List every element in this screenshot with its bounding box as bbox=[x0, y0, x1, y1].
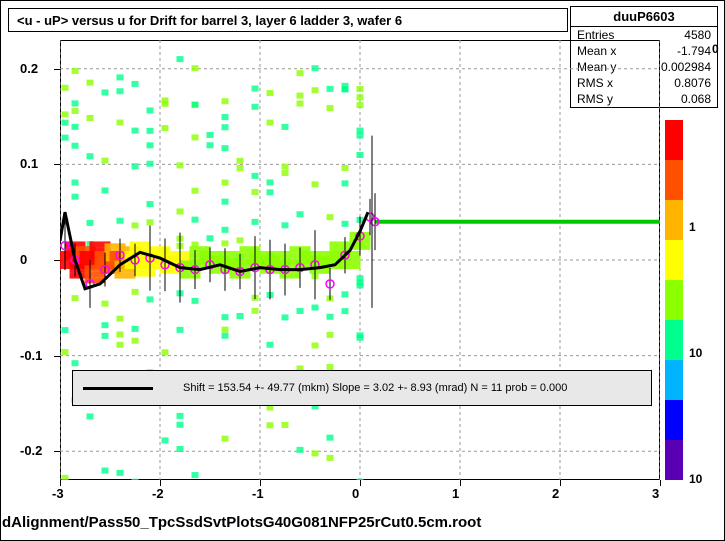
colorbar-segment bbox=[665, 160, 683, 200]
stats-entries-value: 4580 bbox=[684, 28, 711, 42]
colorbar-segment bbox=[665, 320, 683, 360]
xtick-label: -2 bbox=[152, 486, 164, 501]
fit-annotation-text: Shift = 153.54 +- 49.77 (mkm) Slope = 3.… bbox=[183, 382, 567, 394]
xtick-label: 2 bbox=[552, 486, 559, 501]
ytick-label: -0.1 bbox=[20, 348, 42, 363]
footer-filename: dAlignment/Pass50_TpcSsdSvtPlotsG40G081N… bbox=[2, 514, 481, 531]
ytick-label: -0.2 bbox=[20, 443, 42, 458]
colorbar-segment bbox=[665, 280, 683, 320]
colorbar-segment bbox=[665, 360, 683, 400]
stats-meany-value: 0.002984 bbox=[661, 60, 711, 74]
chart-title: <u - uP> versus u for Drift for barrel 3… bbox=[17, 13, 402, 28]
stats-meanx-value: -1.794 bbox=[677, 44, 711, 58]
colorbar-label: 10 bbox=[689, 346, 702, 360]
xtick-label: -3 bbox=[52, 486, 64, 501]
ytick-label: 0.1 bbox=[20, 156, 38, 171]
fit-legend-line-icon bbox=[83, 387, 153, 390]
colorbar-exponent: 0 bbox=[712, 42, 719, 56]
fit-annotation-box: Shift = 153.54 +- 49.77 (mkm) Slope = 3.… bbox=[72, 370, 652, 406]
ytick-label: 0 bbox=[20, 252, 27, 267]
colorbar-segment bbox=[665, 240, 683, 280]
colorbar-segment bbox=[665, 440, 683, 480]
colorbar-segment bbox=[665, 200, 683, 240]
colorbar-label: 10 bbox=[689, 472, 702, 486]
xtick-label: 1 bbox=[452, 486, 459, 501]
xtick-label: -1 bbox=[252, 486, 264, 501]
colorbar-segment bbox=[665, 400, 683, 440]
stats-rmsx-value: 0.8076 bbox=[674, 76, 711, 90]
ytick-label: 0.2 bbox=[20, 61, 38, 76]
xtick-label: 3 bbox=[652, 486, 659, 501]
stats-name: duuP6603 bbox=[571, 7, 717, 27]
colorbar-segment bbox=[665, 120, 683, 160]
chart-title-box: <u - uP> versus u for Drift for barrel 3… bbox=[8, 8, 568, 32]
colorbar-label: 1 bbox=[689, 220, 696, 234]
plot-svg bbox=[60, 40, 660, 480]
stats-rmsy-value: 0.068 bbox=[681, 92, 711, 106]
colorbar bbox=[665, 120, 683, 480]
xtick-label: 0 bbox=[352, 486, 359, 501]
